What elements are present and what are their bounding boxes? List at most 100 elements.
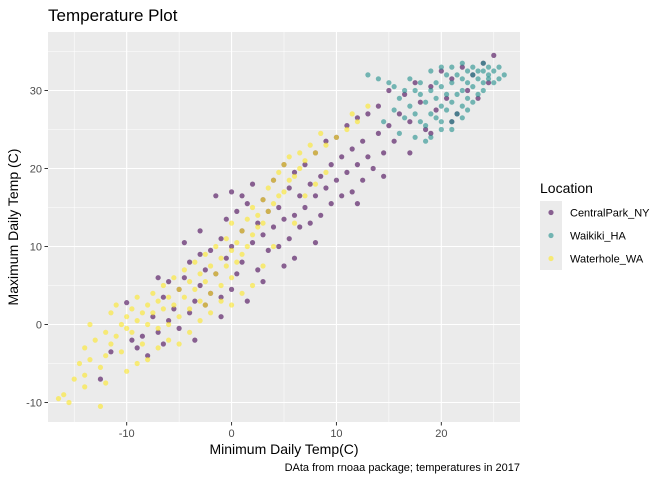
data-point	[302, 158, 308, 164]
data-point	[485, 80, 492, 86]
x-tick-label: 20	[435, 428, 447, 440]
data-point	[302, 193, 308, 199]
data-point	[218, 314, 224, 320]
data-point	[160, 294, 166, 300]
data-point	[82, 372, 88, 378]
data-point	[139, 310, 145, 316]
data-point	[82, 345, 88, 351]
data-point	[249, 240, 256, 246]
data-point	[260, 279, 266, 285]
data-point	[223, 216, 229, 222]
data-point	[97, 403, 104, 409]
data-point	[459, 64, 465, 70]
data-point	[480, 87, 486, 94]
data-point	[375, 76, 381, 82]
data-point	[428, 68, 434, 74]
data-point	[166, 321, 172, 328]
data-point	[475, 76, 481, 82]
data-point	[459, 60, 465, 66]
data-point	[76, 360, 83, 367]
data-point	[412, 134, 418, 140]
data-point	[124, 368, 130, 374]
data-point	[438, 103, 444, 109]
data-point	[276, 243, 282, 250]
data-point	[485, 76, 492, 82]
data-point	[291, 220, 298, 226]
data-point	[438, 119, 444, 125]
data-point	[464, 80, 471, 86]
data-point	[423, 123, 429, 129]
data-point	[297, 165, 303, 172]
data-point	[339, 193, 345, 199]
data-point	[443, 107, 450, 113]
data-point	[428, 134, 434, 140]
data-point	[412, 111, 418, 117]
data-point	[260, 197, 266, 203]
data-point	[228, 220, 235, 226]
data-point	[234, 271, 240, 277]
data-point	[239, 290, 245, 296]
data-point	[134, 318, 140, 324]
data-point	[381, 119, 387, 125]
data-point	[155, 325, 161, 331]
data-point	[239, 251, 245, 257]
data-point	[464, 95, 471, 101]
data-point	[459, 103, 465, 109]
data-point	[307, 220, 313, 226]
data-point	[260, 220, 266, 226]
data-point	[454, 111, 460, 117]
data-point	[302, 162, 308, 168]
data-point	[197, 228, 203, 234]
data-point	[470, 99, 476, 105]
data-point	[407, 76, 413, 82]
data-point	[87, 321, 93, 328]
data-point	[171, 302, 177, 308]
grid-major	[48, 32, 520, 422]
data-point	[97, 376, 104, 382]
data-point	[249, 204, 256, 211]
legend: Location CentralPark_NY Waikiki_HA Waterho…	[540, 180, 650, 270]
legend-label: Waterhole_WA	[570, 254, 644, 266]
data-point	[370, 165, 376, 172]
data-point	[396, 95, 402, 101]
data-point	[239, 193, 245, 199]
data-point	[66, 399, 72, 406]
data-point	[344, 123, 350, 129]
data-point	[375, 103, 381, 109]
data-point	[197, 318, 203, 324]
data-point	[365, 72, 371, 78]
data-point	[192, 337, 198, 343]
data-point	[270, 201, 277, 207]
y-axis-ticks: -10 0 10 20 30	[26, 86, 48, 410]
data-point	[470, 64, 476, 70]
data-point	[124, 325, 130, 331]
data-point	[286, 154, 292, 160]
data-point	[281, 162, 287, 168]
data-point	[328, 201, 334, 207]
data-point	[344, 126, 350, 133]
legend-label: CentralPark_NY	[570, 208, 650, 220]
data-point	[134, 294, 140, 300]
data-point	[207, 263, 214, 269]
data-point	[218, 282, 224, 289]
data-point	[207, 290, 214, 296]
data-point	[87, 357, 93, 363]
data-point	[454, 72, 460, 78]
series-waikiki-ha	[365, 60, 507, 144]
data-point	[202, 279, 208, 285]
x-tick-label: -10	[119, 428, 135, 440]
data-point	[491, 68, 497, 74]
data-point	[213, 193, 219, 199]
data-point	[187, 310, 193, 316]
data-point	[297, 224, 303, 230]
legend-title: Location	[540, 180, 593, 196]
data-point	[449, 64, 455, 70]
data-point	[459, 76, 465, 82]
data-point	[134, 360, 140, 367]
data-point	[276, 169, 282, 175]
data-point	[113, 302, 119, 308]
data-point	[145, 302, 151, 308]
data-point	[223, 236, 229, 242]
data-point	[428, 84, 434, 90]
data-point	[207, 310, 214, 316]
